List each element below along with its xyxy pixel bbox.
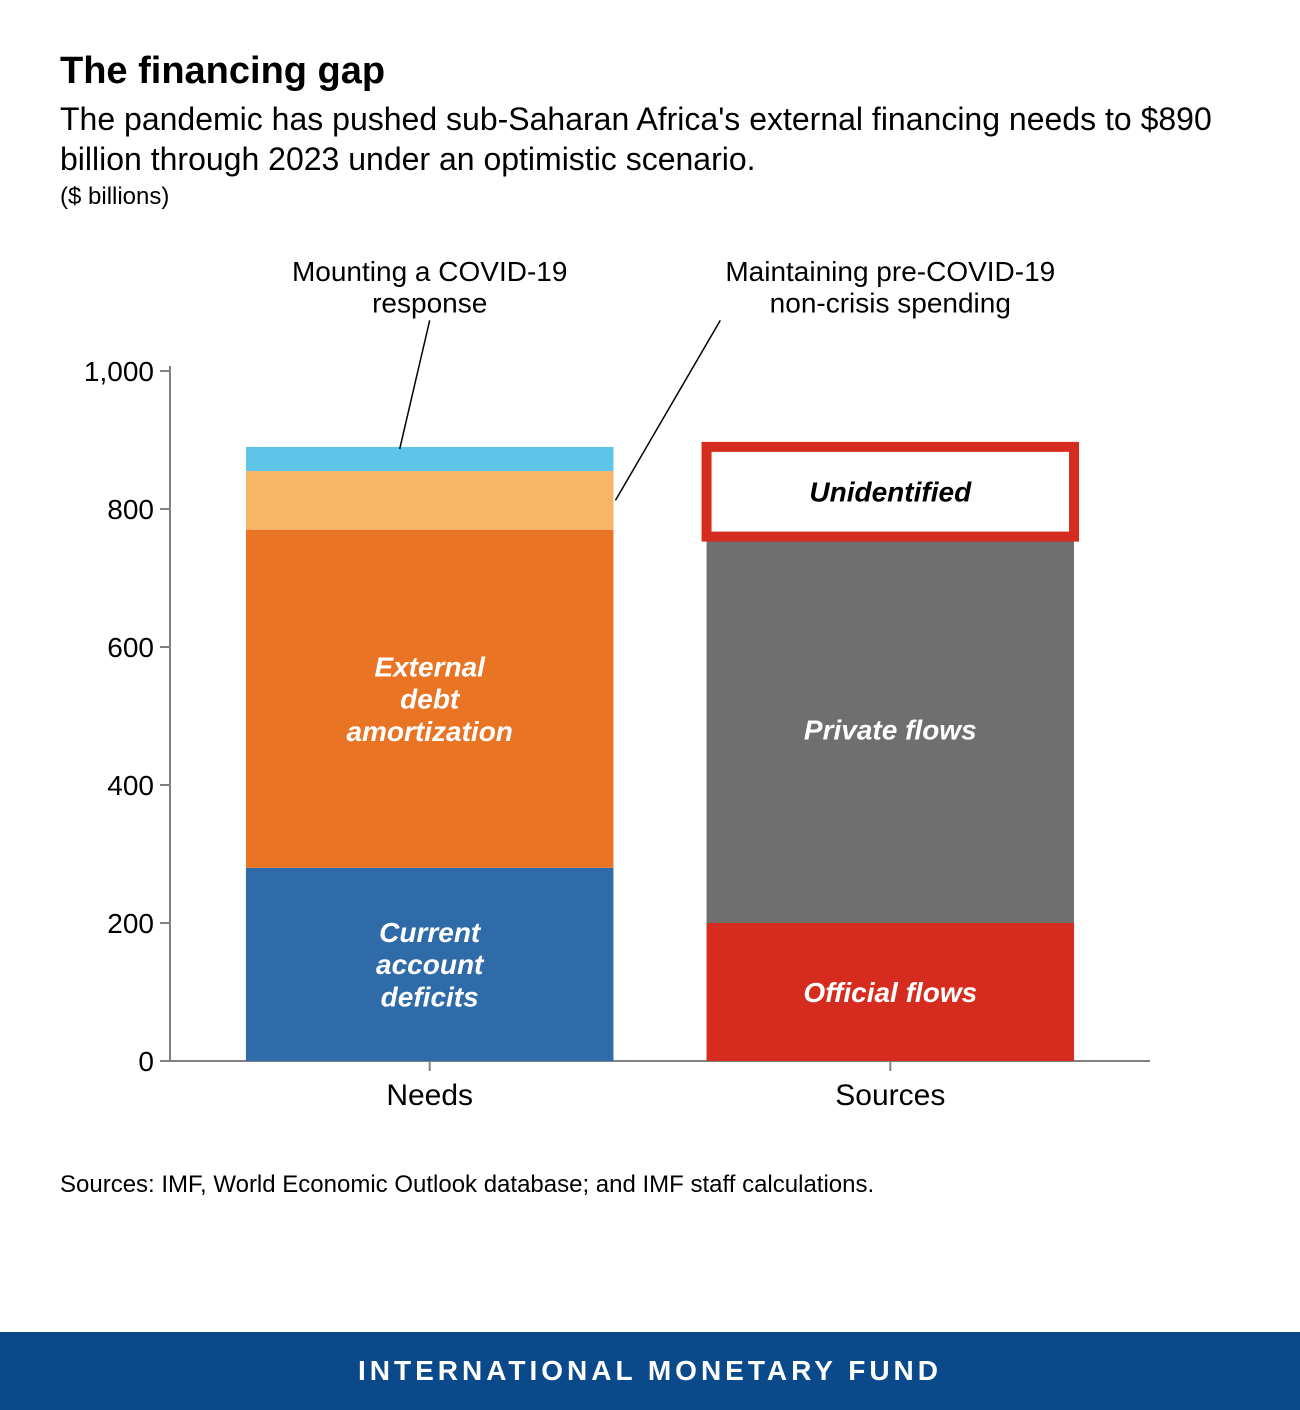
- y-tick-label: 400: [107, 770, 154, 801]
- y-tick-label: 800: [107, 494, 154, 525]
- y-tick-label: 1,000: [84, 356, 154, 387]
- chart-area: 0 200 400 600 800 1,000 Currentaccountdeficits…: [70, 251, 1170, 1121]
- mounting-covid-annotation-leader: [400, 320, 430, 449]
- footer-banner: INTERNATIONAL MONETARY FUND: [0, 1332, 1300, 1410]
- y-tick-label: 0: [138, 1046, 154, 1077]
- bar-segment-label: Currentaccountdeficits: [376, 917, 485, 1012]
- footer-text: INTERNATIONAL MONETARY FUND: [358, 1355, 942, 1387]
- bar-segment-label: Unidentified: [809, 477, 972, 508]
- y-tick-label: 200: [107, 908, 154, 939]
- bar-segment-maintaining-pre-covid: [246, 471, 614, 530]
- chart-title: The financing gap: [60, 50, 1240, 93]
- bar-segment-label: Private flows: [804, 715, 977, 746]
- chart-units: ($ billions): [60, 183, 1240, 211]
- chart-svg: 0 200 400 600 800 1,000 Currentaccountdeficits…: [70, 251, 1170, 1121]
- mounting-covid-annotation: Mounting a COVID-19response: [292, 256, 567, 318]
- chart-subtitle: The pandemic has pushed sub-Saharan Afri…: [60, 99, 1240, 179]
- maintaining-pre-covid-annotation: Maintaining pre-COVID-19non-crisis spend…: [725, 256, 1055, 318]
- y-tick-label: 600: [107, 632, 154, 663]
- category-label: Needs: [386, 1079, 473, 1112]
- category-label: Sources: [835, 1079, 945, 1112]
- sources-note: Sources: IMF, World Economic Outlook dat…: [60, 1171, 1240, 1199]
- bar-segment-mounting-covid-response: [246, 447, 614, 471]
- bar-segment-label: Official flows: [803, 977, 977, 1008]
